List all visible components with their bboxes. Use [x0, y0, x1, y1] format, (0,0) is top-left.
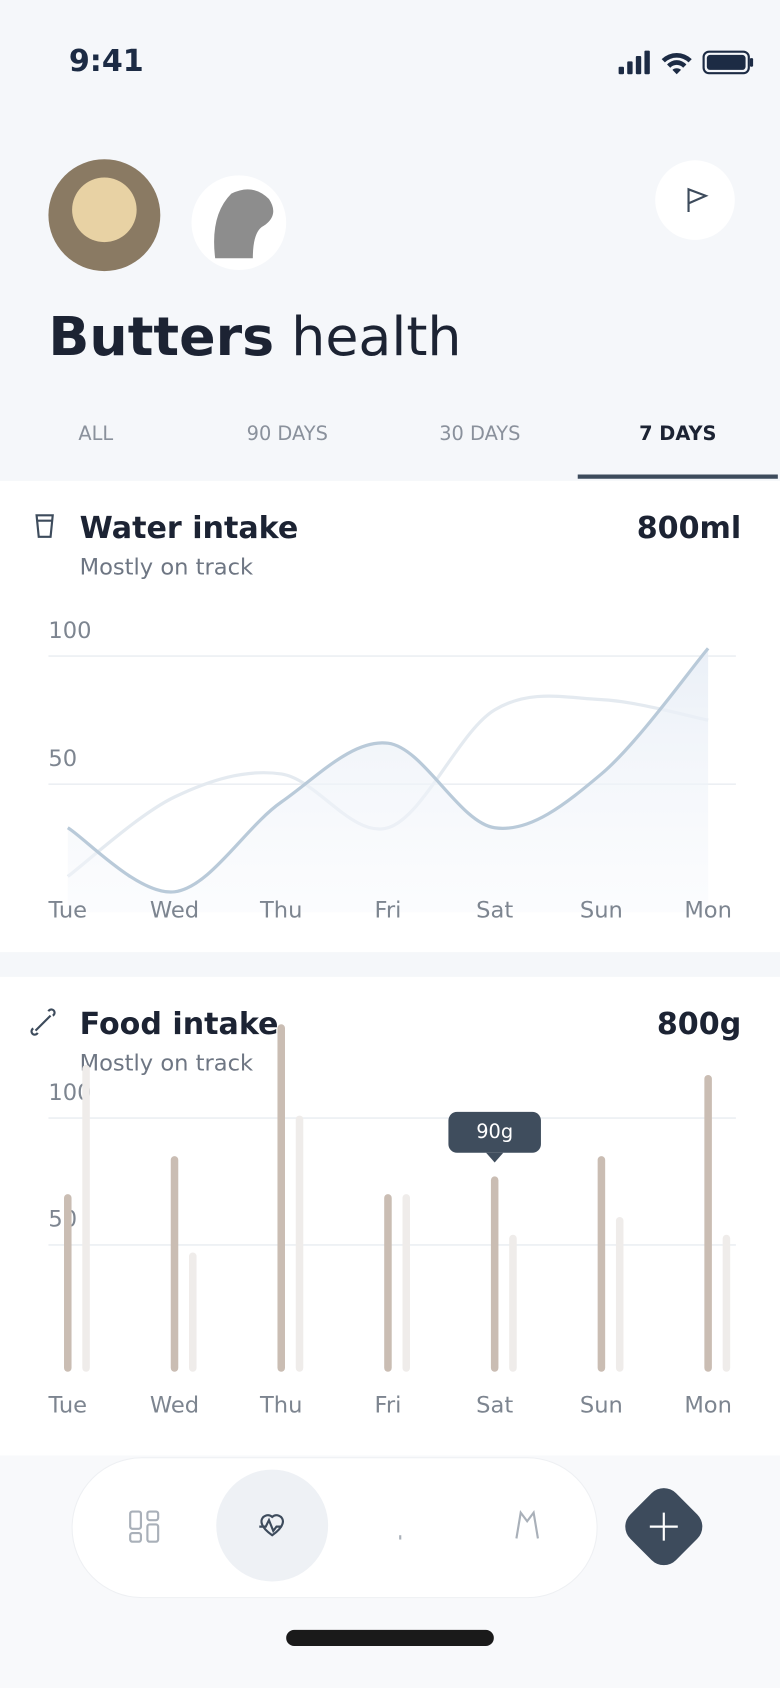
food-bar: [704, 1074, 712, 1372]
heart-icon: [259, 1514, 285, 1537]
x-tick-label: Thu: [259, 898, 302, 924]
nav-dashboard[interactable]: [129, 1510, 143, 1530]
x-tick-label: Fri: [375, 898, 402, 924]
title-suffix: health: [291, 305, 461, 368]
x-tick-label: Mon: [684, 1393, 732, 1419]
card-subtitle: Mostly on track: [80, 1051, 254, 1077]
tab[interactable]: ALL: [78, 422, 113, 445]
x-tick-label: Tue: [48, 1393, 88, 1419]
food-bar: [384, 1194, 392, 1372]
clock: 9:41: [69, 44, 144, 79]
food-bar: [509, 1234, 517, 1372]
bone-icon: [30, 1008, 56, 1036]
y-tick-label: 50: [48, 1207, 77, 1233]
food-bar: [82, 1064, 90, 1372]
x-tick-label: Mon: [684, 898, 732, 924]
tab[interactable]: 90 DAYS: [247, 422, 328, 445]
tabs: ALL 90 DAYS 30 DAYS 7 DAYS: [78, 422, 716, 445]
card-total: 800ml: [637, 511, 742, 546]
nav-icons: [129, 1509, 539, 1543]
x-tick-label: Sat: [476, 1393, 513, 1419]
x-tick-label: Sun: [580, 1393, 623, 1419]
tooltip: [448, 1111, 541, 1153]
line-area: [67, 648, 709, 913]
charts: Water intake Mostly on track 800ml 50 100 Tue…: [48, 511, 742, 1419]
water-line: [66, 647, 710, 894]
card-title: Food intake: [80, 1007, 279, 1042]
food-bar: [722, 1234, 731, 1372]
x-tick-label: Sat: [476, 898, 513, 924]
flag-icon: [687, 187, 709, 212]
food-bar: [170, 1156, 179, 1372]
card-subtitle: Mostly on track: [80, 555, 254, 581]
avatar-silhouette: [214, 189, 274, 259]
avatar-face: [72, 177, 137, 243]
x-tick-label: Wed: [150, 1393, 199, 1419]
tab[interactable]: 7 DAYS: [639, 422, 716, 445]
tab[interactable]: 30 DAYS: [439, 422, 520, 445]
status-icons: [618, 50, 754, 75]
x-tick-label: Tue: [48, 898, 88, 924]
plus-icon: [649, 1512, 678, 1541]
page-title: Butters health: [48, 305, 461, 368]
food-bar: [402, 1194, 411, 1372]
y-tick-label: 50: [48, 746, 77, 772]
card-total: 800g: [657, 1007, 741, 1042]
food-bar: [189, 1252, 197, 1372]
x-tick-label: Sun: [580, 898, 623, 924]
cup-icon: [35, 514, 54, 538]
home-indicator: [286, 1629, 494, 1647]
tooltip-arrow: [486, 1152, 504, 1163]
nav-bar: [71, 1457, 598, 1599]
food-bar: [615, 1217, 624, 1372]
pet-name: Butters: [48, 305, 274, 368]
food-bar: [295, 1115, 304, 1372]
x-tick-label: Thu: [259, 1393, 302, 1419]
tooltip-label: 90g: [476, 1120, 513, 1143]
nav-pets[interactable]: [515, 1509, 539, 1539]
food-bar: [597, 1156, 606, 1372]
food-bar: [277, 1024, 285, 1372]
x-tick-label: Wed: [150, 898, 199, 924]
x-tick-label: Fri: [375, 1393, 402, 1419]
y-tick-label: 100: [48, 618, 91, 644]
food-bar: [64, 1194, 72, 1372]
food-bar: [490, 1176, 499, 1372]
card-title: Water intake: [80, 511, 299, 546]
